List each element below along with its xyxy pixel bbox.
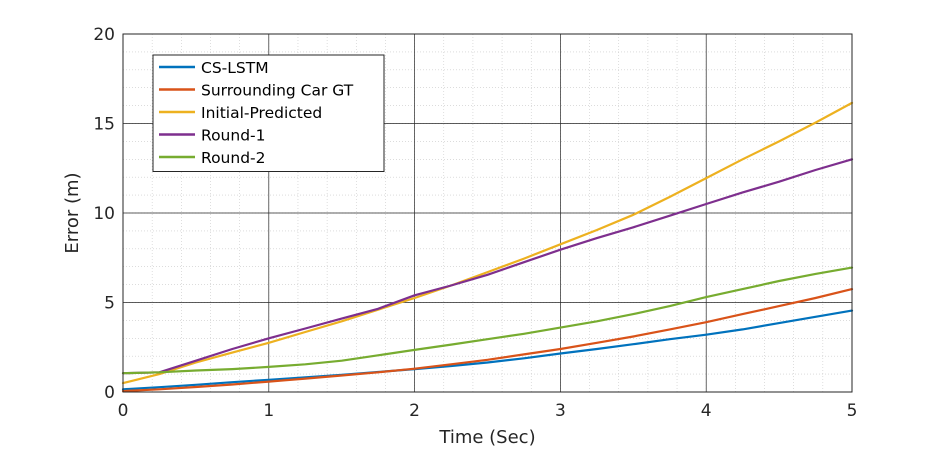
x-tick-label: 5 xyxy=(847,401,858,421)
x-tick-label: 0 xyxy=(118,401,129,421)
legend-label: Round-1 xyxy=(201,127,266,145)
x-tick-label: 2 xyxy=(409,401,420,421)
series-line-initial-predicted xyxy=(121,101,854,385)
legend-label: CS-LSTM xyxy=(201,59,269,77)
legend: CS-LSTM Surrounding Car GT Initial-Predict… xyxy=(152,54,385,172)
x-tick-label: 1 xyxy=(263,401,274,421)
y-tick-label: 20 xyxy=(93,25,115,45)
y-tick-label: 5 xyxy=(104,294,115,314)
y-tick-label: 15 xyxy=(93,115,115,135)
legend-box xyxy=(152,54,385,172)
legend-label: Round-2 xyxy=(201,149,266,167)
legend-label: Initial-Predicted xyxy=(201,104,322,122)
series-line-cs-lstm xyxy=(121,309,854,391)
x-axis-label: Time (Sec) xyxy=(438,427,535,448)
series-line-surrounding-car-gt xyxy=(121,288,854,393)
series-line-round-1 xyxy=(121,158,854,375)
axes-box xyxy=(122,33,853,393)
x-tick-label: 3 xyxy=(555,401,566,421)
series-line-round-2 xyxy=(121,266,854,375)
legend-label: Surrounding Car GT xyxy=(201,82,354,100)
x-tick-labels: 0 1 2 3 4 5 xyxy=(118,401,858,421)
y-tick-labels: 0 5 10 15 20 xyxy=(93,25,115,403)
y-axis-label: Error (m) xyxy=(62,172,83,253)
y-tick-label: 0 xyxy=(104,383,115,403)
series-layer xyxy=(121,101,854,393)
y-tick-label: 10 xyxy=(93,204,115,224)
x-tick-label: 4 xyxy=(701,401,712,421)
